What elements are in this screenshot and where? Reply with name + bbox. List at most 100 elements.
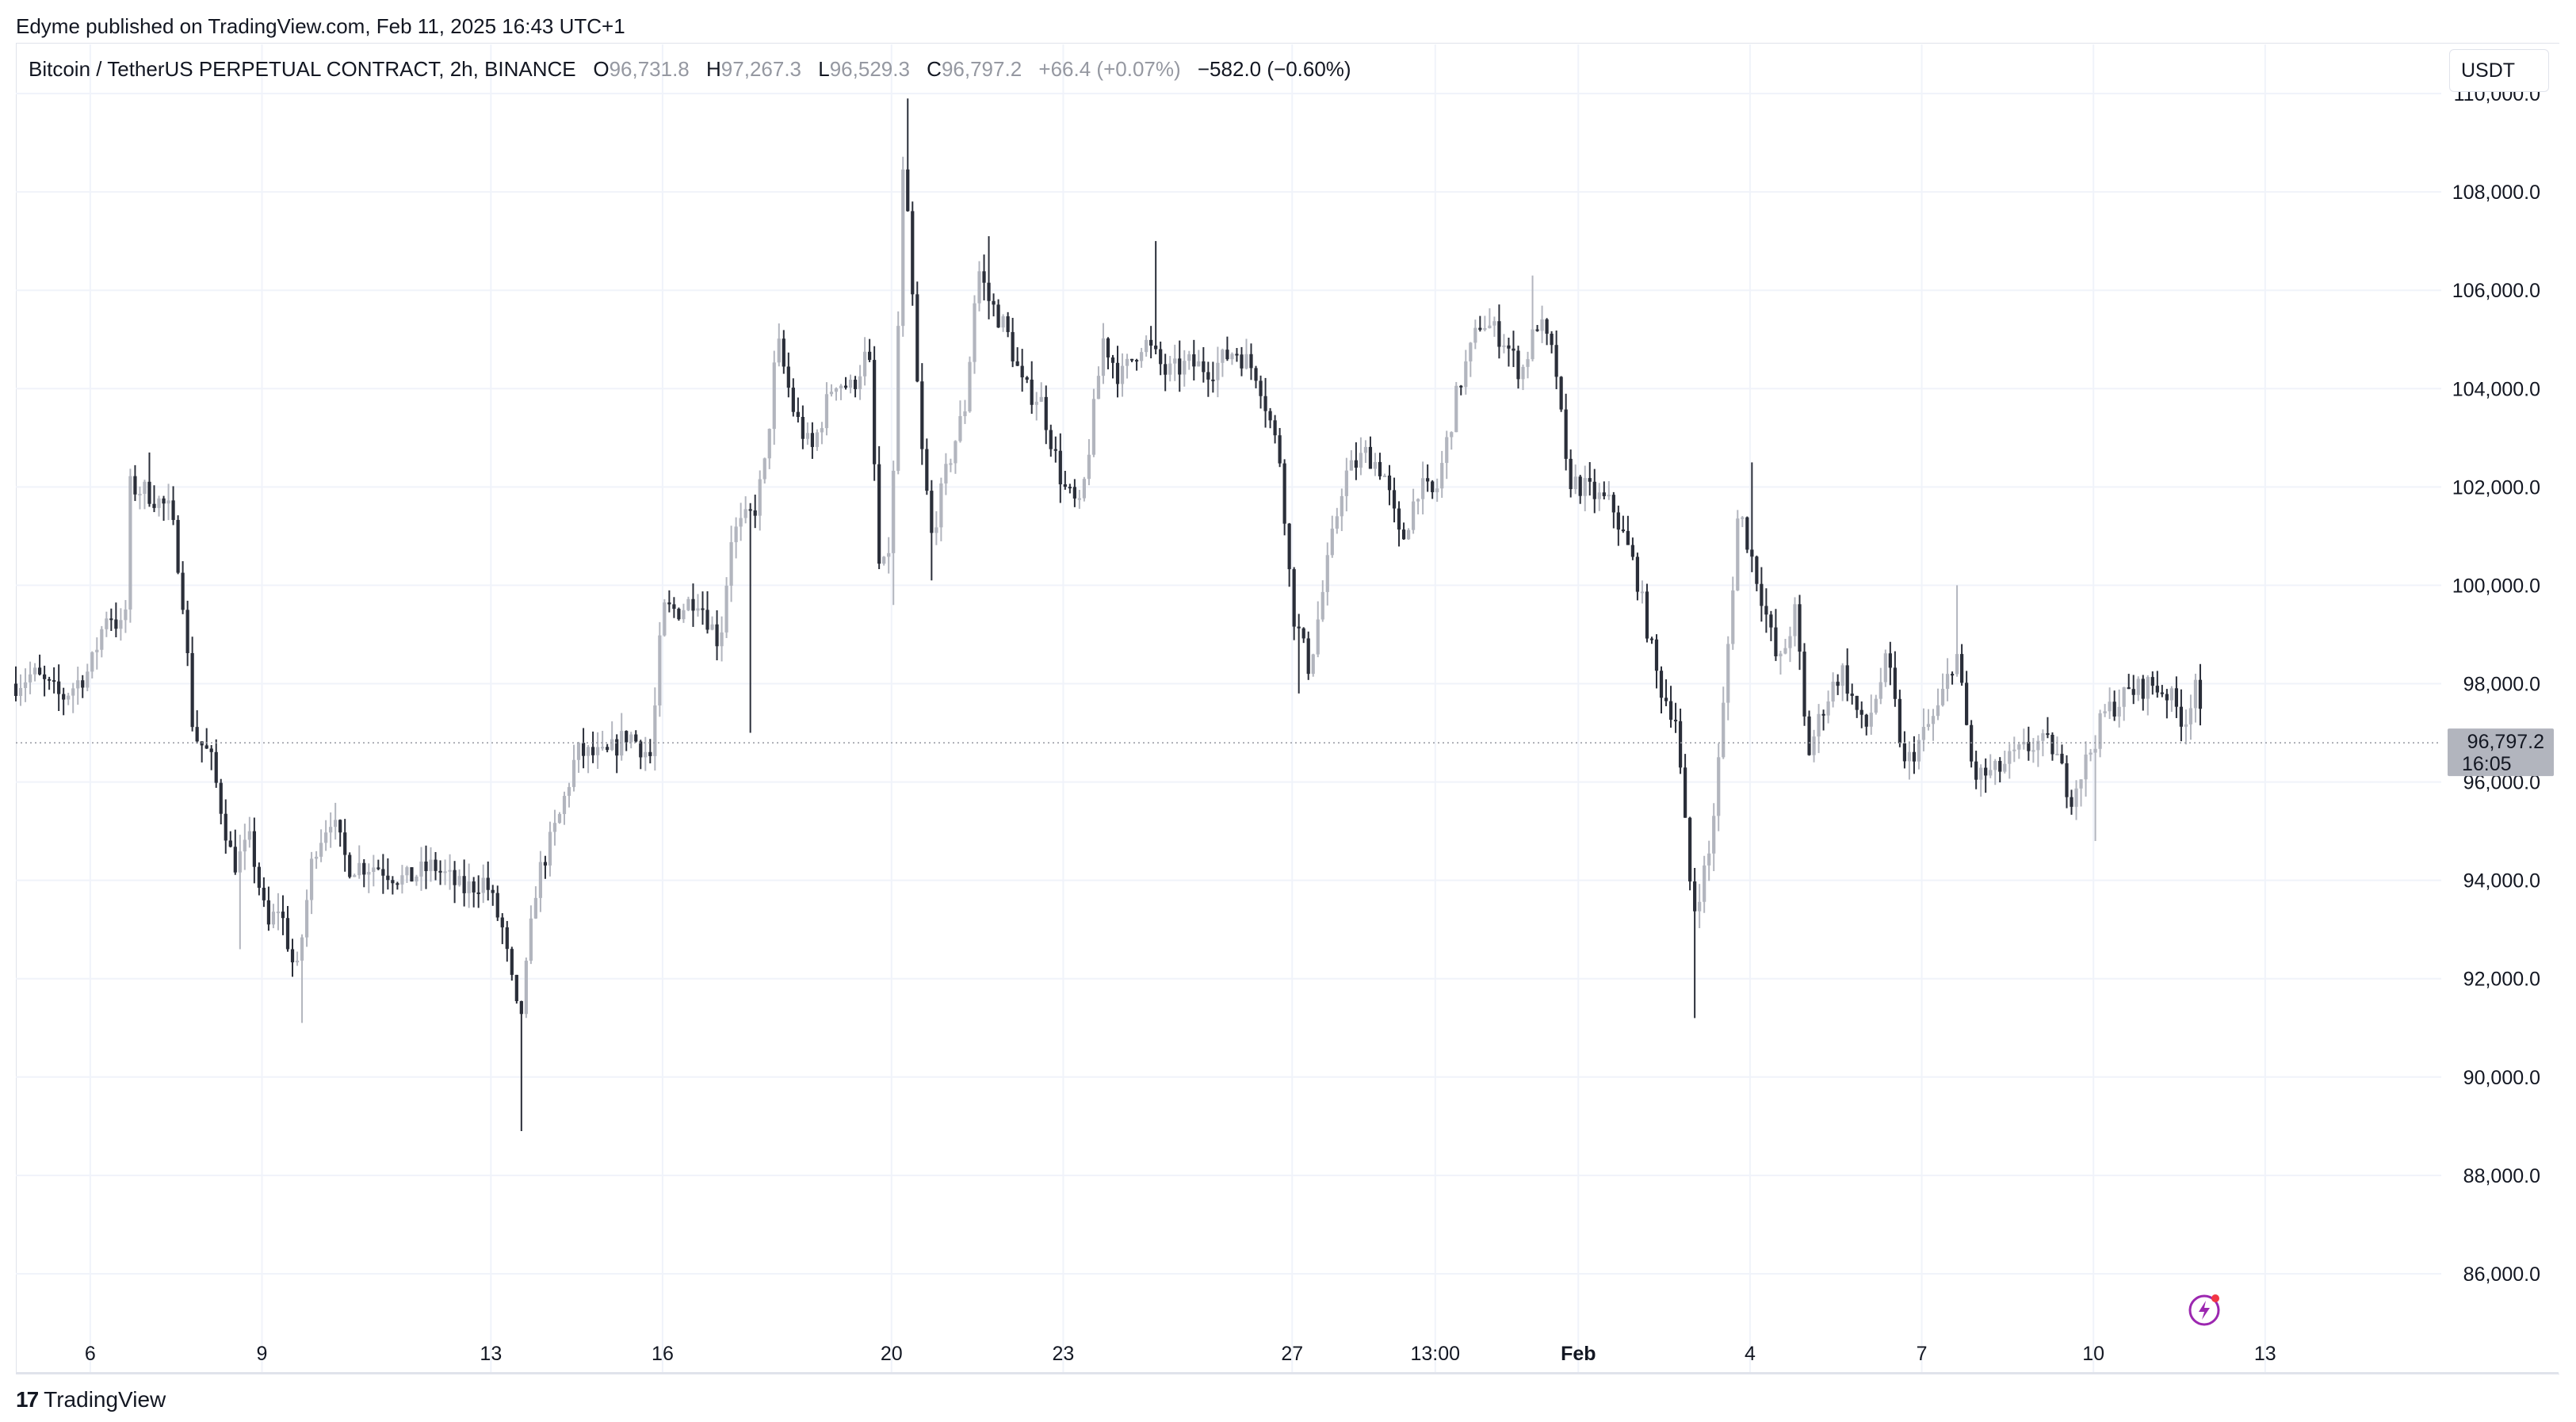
candle-body — [1578, 476, 1582, 496]
candle-body — [896, 326, 900, 471]
candle-body — [1926, 724, 1931, 728]
candle-body — [715, 624, 719, 647]
candle-body — [1788, 636, 1792, 648]
candle-body — [677, 609, 681, 620]
tradingview-brand[interactable]: 17 TradingView — [16, 1387, 166, 1412]
candle-body — [181, 572, 185, 610]
candle-body — [453, 870, 457, 885]
candle-body — [1292, 569, 1296, 627]
candle-body — [1554, 345, 1558, 377]
candle-body — [100, 629, 104, 650]
time-tick-label: 27 — [1281, 1343, 1303, 1365]
candle-body — [1592, 481, 1596, 499]
candle-body — [281, 912, 285, 919]
candle-body — [1874, 698, 1878, 713]
candle-body — [171, 500, 175, 520]
candle-body — [1235, 354, 1239, 356]
candle-body — [1731, 590, 1735, 644]
tradingview-logo: 17 — [16, 1387, 39, 1412]
candle-body — [13, 683, 18, 696]
candle-body — [724, 585, 728, 633]
candle-body — [1950, 674, 1955, 676]
candle-body — [557, 813, 562, 824]
currency-button[interactable]: USDT — [2449, 49, 2549, 92]
candle-body — [1492, 321, 1496, 326]
candle-body — [2027, 741, 2031, 751]
close-value: 96,797.2 — [941, 57, 1022, 81]
candle-body — [748, 509, 752, 511]
candle-body — [1989, 770, 1993, 776]
candle-body — [1106, 338, 1110, 357]
candle-body — [353, 875, 357, 877]
candle-body — [925, 449, 929, 491]
candle-body — [887, 552, 891, 557]
candle-body — [1793, 604, 1797, 636]
candle-body — [915, 294, 919, 382]
candle-body — [1311, 654, 1315, 675]
candle-body — [963, 411, 967, 416]
candle-body — [2141, 679, 2145, 699]
last-price-marker: 96,797.216:05 — [16, 728, 2554, 777]
candle-body — [1173, 358, 1177, 364]
candle-body — [2074, 788, 2078, 807]
candle-body — [772, 362, 776, 430]
candle-body — [1240, 354, 1244, 369]
candle-body — [467, 881, 471, 893]
candle-body — [882, 556, 886, 564]
candle-body — [829, 392, 834, 395]
candle-body — [1101, 338, 1106, 377]
candle-body — [581, 743, 586, 756]
candle-body — [2155, 686, 2159, 693]
candle-body — [18, 688, 23, 696]
candle-body — [901, 169, 905, 327]
candle-body — [195, 727, 199, 742]
candle-body — [1263, 396, 1267, 411]
candle-body — [1616, 512, 1620, 530]
candle-body — [791, 388, 795, 412]
candle-body — [1559, 377, 1563, 410]
low-label: L — [818, 57, 830, 81]
candle-body — [319, 843, 323, 857]
candle-body — [1741, 517, 1745, 519]
candle-body — [434, 859, 438, 871]
candle-body — [571, 759, 576, 787]
lightning-icon[interactable] — [2188, 1292, 2222, 1327]
candle-body — [1431, 481, 1435, 492]
candle-body — [71, 688, 75, 696]
candle-body — [1807, 716, 1811, 755]
candle-body — [105, 618, 109, 629]
price-axis: 86,000.0 88,000.0 90,000.0 92,000.0 94,000.0… — [2452, 83, 2540, 1286]
candle-body — [782, 338, 785, 367]
candle-body — [1712, 816, 1716, 854]
candle-body — [1450, 432, 1454, 438]
candle-body — [1984, 767, 1988, 776]
candle-body — [1221, 350, 1225, 363]
candle-body — [86, 671, 90, 688]
candle-body — [548, 831, 552, 866]
candle-body — [1845, 665, 1849, 694]
candle-body — [1125, 358, 1129, 366]
candle-body — [2179, 706, 2184, 727]
candle-body — [1120, 365, 1125, 384]
candle-body — [1531, 329, 1535, 360]
candle-body — [2131, 689, 2135, 695]
candle-body — [1249, 354, 1253, 369]
candle-body — [1717, 757, 1721, 816]
symbol-title[interactable]: Bitcoin / TetherUS PERPETUAL CONTRACT, 2… — [29, 57, 576, 81]
candle-body — [1340, 495, 1343, 517]
candle-body — [1044, 396, 1048, 430]
candle-body — [1154, 346, 1158, 350]
candle-body — [1502, 345, 1506, 347]
candle-body — [37, 667, 42, 675]
candle-body — [295, 960, 300, 963]
candle-body — [1202, 361, 1206, 373]
candle-body — [815, 432, 820, 447]
candle-body — [1401, 529, 1406, 540]
candle-body — [1812, 736, 1816, 755]
candle-body — [1640, 591, 1645, 594]
candle-body — [1722, 702, 1726, 758]
grid-lines — [16, 44, 2559, 1374]
candle-body — [500, 917, 504, 927]
candle-body — [438, 870, 442, 873]
